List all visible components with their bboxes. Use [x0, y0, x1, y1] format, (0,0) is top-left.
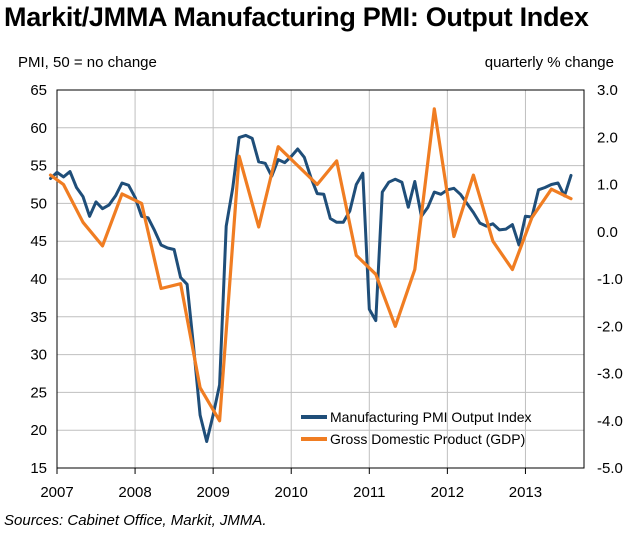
legend-label-pmi: Manufacturing PMI Output Index	[330, 409, 532, 425]
left-tick-label-6: 35	[30, 309, 47, 326]
legend-label-gdp: Gross Domestic Product (GDP)	[330, 431, 525, 447]
x-tick-label-2008: 2008	[118, 484, 151, 501]
right-tick-label-4: -1.0	[597, 271, 623, 288]
right-axis-label: quarterly % change	[485, 54, 614, 71]
plot-frame	[56, 89, 585, 469]
chart-title: Markit/JMMA Manufacturing PMI: Output In…	[4, 2, 589, 32]
left-tick-label-0: 65	[30, 82, 47, 99]
x-tick-label-2010: 2010	[275, 484, 308, 501]
left-tick-label-10: 15	[30, 460, 47, 477]
right-tick-label-5: -2.0	[597, 318, 623, 335]
series-line-gdp	[48, 107, 573, 423]
right-tick-label-6: -3.0	[597, 366, 623, 383]
axis-ticks: 65 60 55 50 45 40 35 30 25 20 15 3.0 2.0 1.0 0.0 -1.0 -2…	[30, 82, 623, 501]
left-tick-label-3: 50	[30, 195, 47, 212]
right-tick-label-2: 1.0	[597, 177, 618, 194]
x-tick-label-2007: 2007	[40, 484, 73, 501]
gridlines	[57, 90, 584, 468]
x-tick-label-2013: 2013	[509, 484, 542, 501]
series-lines	[48, 107, 573, 443]
left-axis-label: PMI, 50 = no change	[18, 54, 157, 71]
legend: Manufacturing PMI Output Index Gross Dom…	[301, 409, 532, 447]
left-tick-label-5: 40	[30, 271, 47, 288]
left-tick-label-7: 30	[30, 347, 47, 364]
left-tick-label-8: 25	[30, 384, 47, 401]
x-tick-label-2009: 2009	[196, 484, 229, 501]
left-tick-label-9: 20	[30, 422, 47, 439]
left-tick-label-4: 45	[30, 233, 47, 250]
right-tick-label-8: -5.0	[597, 460, 623, 477]
x-tick-label-2011: 2011	[353, 484, 385, 501]
x-tick-label-2012: 2012	[431, 484, 464, 501]
left-tick-label-2: 55	[30, 158, 47, 175]
right-tick-label-7: -4.0	[597, 413, 623, 430]
right-tick-label-3: 0.0	[597, 224, 618, 241]
series-line-pmi	[49, 133, 573, 443]
left-tick-label-1: 60	[30, 120, 47, 137]
source-note: Sources: Cabinet Office, Markit, JMMA.	[4, 512, 267, 529]
right-tick-label-0: 3.0	[597, 82, 618, 99]
right-tick-label-1: 2.0	[597, 129, 618, 146]
